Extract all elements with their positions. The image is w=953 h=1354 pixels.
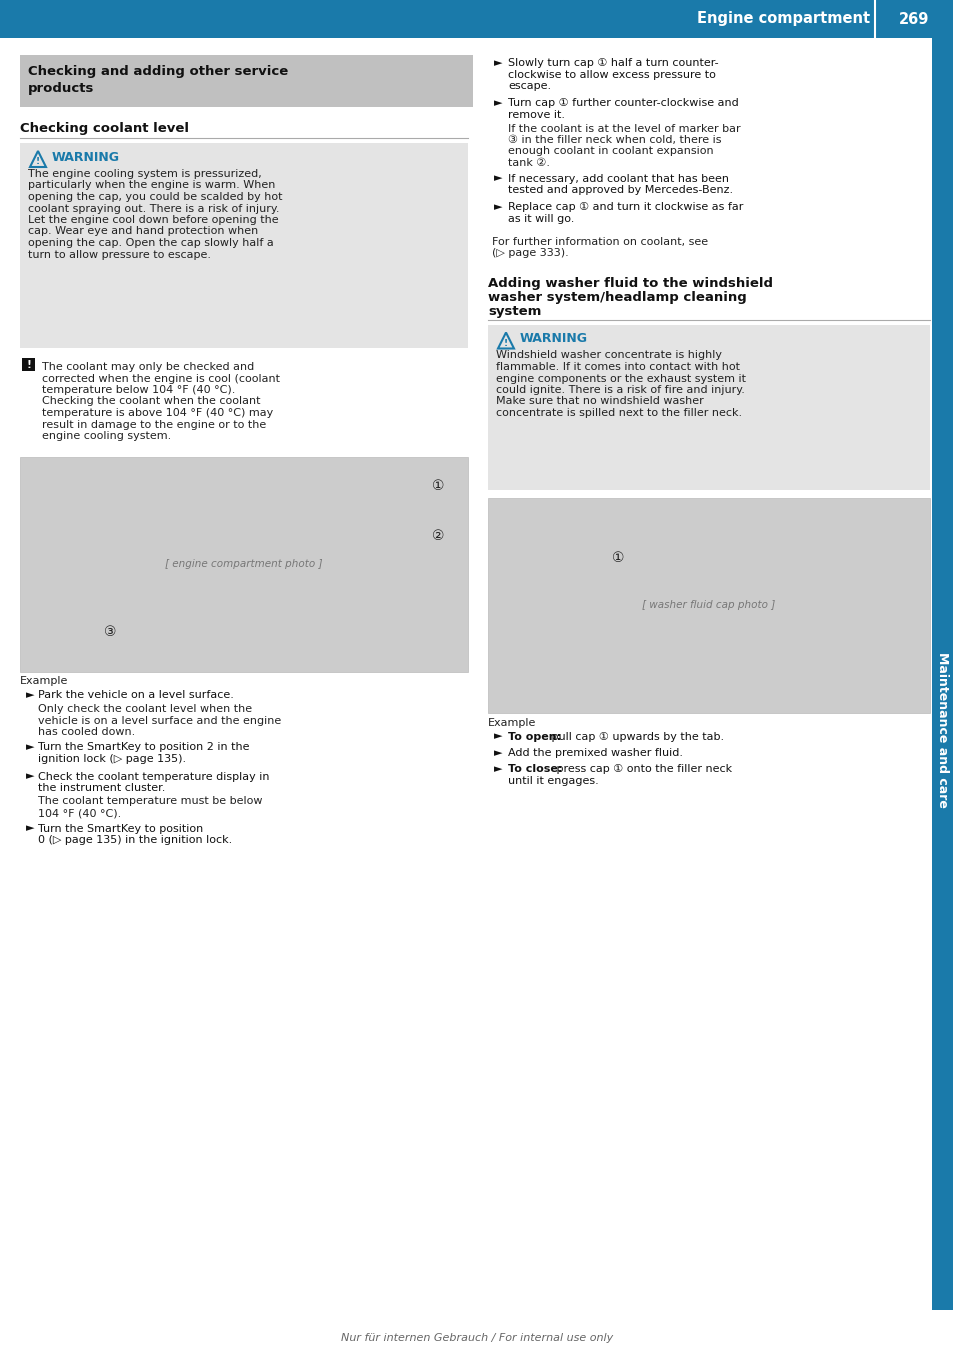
FancyBboxPatch shape <box>931 38 953 1311</box>
Text: Windshield washer concentrate is highly: Windshield washer concentrate is highly <box>496 351 721 360</box>
Text: as it will go.: as it will go. <box>507 214 574 223</box>
Text: Turn cap ① further counter-clockwise and: Turn cap ① further counter-clockwise and <box>507 99 738 108</box>
Text: turn to allow pressure to escape.: turn to allow pressure to escape. <box>28 249 211 260</box>
Text: [ engine compartment photo ]: [ engine compartment photo ] <box>165 559 322 569</box>
Text: system: system <box>488 306 540 318</box>
Text: vehicle is on a level surface and the engine: vehicle is on a level surface and the en… <box>38 715 281 726</box>
Text: ③ in the filler neck when cold, there is: ③ in the filler neck when cold, there is <box>507 135 720 145</box>
Text: press cap ① onto the filler neck: press cap ① onto the filler neck <box>553 765 731 774</box>
Text: ►: ► <box>494 99 502 108</box>
Text: ①: ① <box>611 551 623 565</box>
Text: Engine compartment: Engine compartment <box>696 11 869 27</box>
Text: coolant spraying out. There is a risk of injury.: coolant spraying out. There is a risk of… <box>28 203 279 214</box>
Text: ►: ► <box>494 203 502 213</box>
Text: Make sure that no windshield washer: Make sure that no windshield washer <box>496 397 703 406</box>
Text: Only check the coolant level when the: Only check the coolant level when the <box>38 704 252 714</box>
Text: ►: ► <box>494 731 502 742</box>
Text: The engine cooling system is pressurized,: The engine cooling system is pressurized… <box>28 169 261 179</box>
Text: tank ②.: tank ②. <box>507 158 550 168</box>
Text: particularly when the engine is warm. When: particularly when the engine is warm. Wh… <box>28 180 275 191</box>
Text: If the coolant is at the level of marker bar: If the coolant is at the level of marker… <box>507 123 740 134</box>
FancyBboxPatch shape <box>0 0 953 38</box>
Text: Example: Example <box>488 718 536 727</box>
Text: 104 °F (40 °C).: 104 °F (40 °C). <box>38 808 121 818</box>
Text: Turn the SmartKey to position 2 in the: Turn the SmartKey to position 2 in the <box>38 742 250 753</box>
Text: ①: ① <box>432 479 444 493</box>
Text: washer system/headlamp cleaning: washer system/headlamp cleaning <box>488 291 746 305</box>
Text: The coolant temperature must be below: The coolant temperature must be below <box>38 796 262 807</box>
FancyBboxPatch shape <box>488 325 929 490</box>
Text: !: ! <box>503 338 508 348</box>
Text: ►: ► <box>26 823 34 834</box>
Text: 269: 269 <box>899 11 929 27</box>
Text: The coolant may only be checked and: The coolant may only be checked and <box>42 362 254 372</box>
Text: Check the coolant temperature display in: Check the coolant temperature display in <box>38 772 269 781</box>
Text: ►: ► <box>26 742 34 753</box>
Text: WARNING: WARNING <box>52 152 120 164</box>
Text: Add the premixed washer fluid.: Add the premixed washer fluid. <box>507 747 682 758</box>
Text: Turn the SmartKey to position: Turn the SmartKey to position <box>38 823 203 834</box>
Text: Checking coolant level: Checking coolant level <box>20 122 189 135</box>
FancyBboxPatch shape <box>20 456 468 672</box>
Text: Nur für internen Gebrauch / For internal use only: Nur für internen Gebrauch / For internal… <box>340 1332 613 1343</box>
Text: ►: ► <box>494 747 502 758</box>
Text: ►: ► <box>26 691 34 700</box>
Text: ②: ② <box>432 529 444 543</box>
Text: ►: ► <box>26 772 34 781</box>
Text: has cooled down.: has cooled down. <box>38 727 135 737</box>
Text: ③: ③ <box>104 624 116 639</box>
Text: flammable. If it comes into contact with hot: flammable. If it comes into contact with… <box>496 362 740 372</box>
Text: !: ! <box>26 360 30 370</box>
Text: products: products <box>28 83 94 95</box>
Text: To open:: To open: <box>507 731 560 742</box>
Text: ►: ► <box>494 765 502 774</box>
Text: opening the cap. Open the cap slowly half a: opening the cap. Open the cap slowly hal… <box>28 238 274 248</box>
FancyBboxPatch shape <box>20 144 468 348</box>
Text: enough coolant in coolant expansion: enough coolant in coolant expansion <box>507 146 713 157</box>
FancyBboxPatch shape <box>488 497 929 712</box>
Text: opening the cap, you could be scalded by hot: opening the cap, you could be scalded by… <box>28 192 282 202</box>
Text: !: ! <box>36 157 40 167</box>
Text: (▷ page 333).: (▷ page 333). <box>492 248 568 259</box>
Text: temperature is above 104 °F (40 °C) may: temperature is above 104 °F (40 °C) may <box>42 408 273 418</box>
Text: the instrument cluster.: the instrument cluster. <box>38 783 165 793</box>
Text: Example: Example <box>20 677 69 686</box>
Text: clockwise to allow excess pressure to: clockwise to allow excess pressure to <box>507 69 715 80</box>
Text: ignition lock (▷ page 135).: ignition lock (▷ page 135). <box>38 754 186 764</box>
Text: Adding washer fluid to the windshield: Adding washer fluid to the windshield <box>488 278 772 291</box>
Text: Checking and adding other service: Checking and adding other service <box>28 65 288 79</box>
Text: To close:: To close: <box>507 765 561 774</box>
Text: Checking the coolant when the coolant: Checking the coolant when the coolant <box>42 397 260 406</box>
Text: WARNING: WARNING <box>519 333 587 345</box>
Text: escape.: escape. <box>507 81 551 91</box>
Text: concentrate is spilled next to the filler neck.: concentrate is spilled next to the fille… <box>496 408 741 418</box>
Text: 0 (▷ page 135) in the ignition lock.: 0 (▷ page 135) in the ignition lock. <box>38 835 232 845</box>
Text: Maintenance and care: Maintenance and care <box>936 653 948 808</box>
Text: [ washer fluid cap photo ]: [ washer fluid cap photo ] <box>641 600 775 611</box>
Text: result in damage to the engine or to the: result in damage to the engine or to the <box>42 420 266 429</box>
Text: engine components or the exhaust system it: engine components or the exhaust system … <box>496 374 745 383</box>
Text: pull cap ① upwards by the tab.: pull cap ① upwards by the tab. <box>547 731 723 742</box>
Text: Let the engine cool down before opening the: Let the engine cool down before opening … <box>28 215 278 225</box>
Text: Slowly turn cap ① half a turn counter-: Slowly turn cap ① half a turn counter- <box>507 58 718 68</box>
Text: For further information on coolant, see: For further information on coolant, see <box>492 237 707 246</box>
Text: engine cooling system.: engine cooling system. <box>42 431 172 441</box>
Text: ►: ► <box>494 173 502 184</box>
FancyBboxPatch shape <box>22 357 35 371</box>
Text: corrected when the engine is cool (coolant: corrected when the engine is cool (coola… <box>42 374 280 383</box>
Text: temperature below 104 °F (40 °C).: temperature below 104 °F (40 °C). <box>42 385 235 395</box>
Text: Park the vehicle on a level surface.: Park the vehicle on a level surface. <box>38 691 233 700</box>
Text: tested and approved by Mercedes-Benz.: tested and approved by Mercedes-Benz. <box>507 185 732 195</box>
Text: cap. Wear eye and hand protection when: cap. Wear eye and hand protection when <box>28 226 258 237</box>
Text: Replace cap ① and turn it clockwise as far: Replace cap ① and turn it clockwise as f… <box>507 203 742 213</box>
Text: remove it.: remove it. <box>507 110 564 121</box>
Text: ►: ► <box>494 58 502 68</box>
Text: until it engages.: until it engages. <box>507 776 598 787</box>
Text: could ignite. There is a risk of fire and injury.: could ignite. There is a risk of fire an… <box>496 385 744 395</box>
FancyBboxPatch shape <box>20 56 473 107</box>
Text: If necessary, add coolant that has been: If necessary, add coolant that has been <box>507 173 728 184</box>
